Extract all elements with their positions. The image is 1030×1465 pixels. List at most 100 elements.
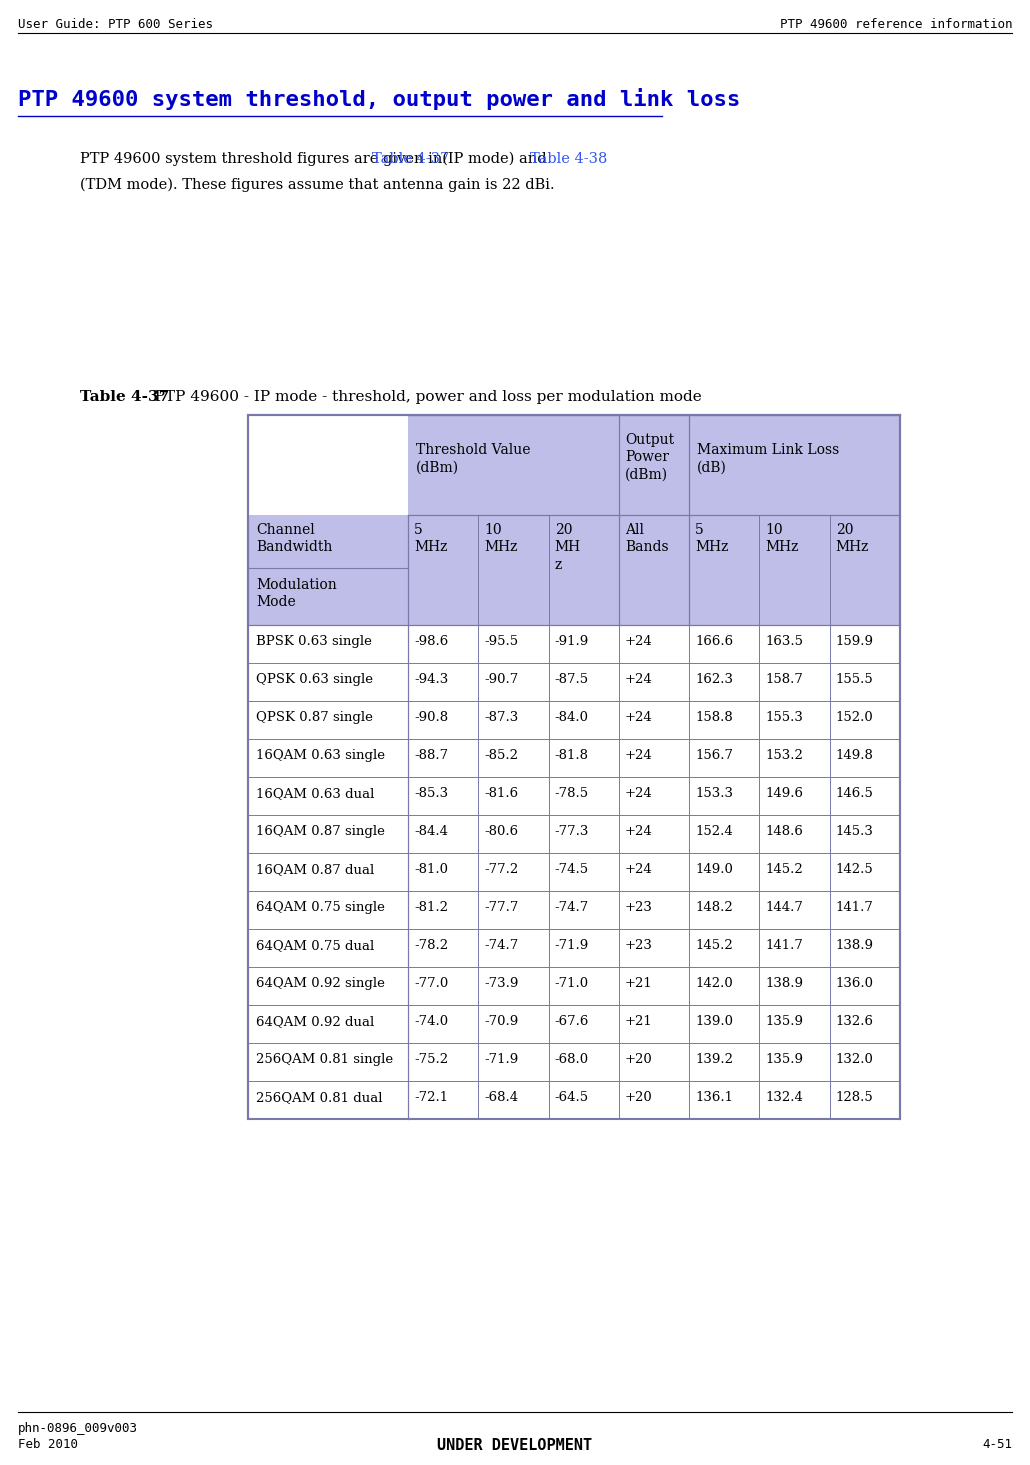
Bar [408,1005,478,1043]
Bar [759,626,830,664]
Text: -77.2: -77.2 [484,863,518,876]
Bar [759,1043,830,1081]
Text: -81.8: -81.8 [554,749,588,762]
Text: PTP 49600 - IP mode - threshold, power and loss per modulation mode: PTP 49600 - IP mode - threshold, power a… [145,390,701,404]
Text: -90.8: -90.8 [414,711,448,724]
Bar [408,891,478,929]
Text: 163.5: 163.5 [765,634,803,648]
Text: Maximum Link Loss
(dB): Maximum Link Loss (dB) [697,442,839,475]
Text: BPSK 0.63 single: BPSK 0.63 single [256,634,372,648]
Text: UNDER DEVELOPMENT: UNDER DEVELOPMENT [438,1439,592,1453]
Text: 5
MHz: 5 MHz [414,523,447,554]
Bar [619,1005,689,1043]
Bar [759,700,830,738]
Bar [408,626,478,664]
Bar [830,1005,900,1043]
Bar [478,700,549,738]
Text: 155.3: 155.3 [765,711,803,724]
Bar [478,664,549,700]
Text: +24: +24 [625,634,653,648]
Bar [619,664,689,700]
Bar [619,516,689,626]
Text: 64QAM 0.92 dual: 64QAM 0.92 dual [256,1015,374,1028]
Text: QPSK 0.63 single: QPSK 0.63 single [256,672,373,686]
Text: 148.6: 148.6 [765,825,803,838]
Text: -84.0: -84.0 [554,711,588,724]
Text: 136.0: 136.0 [835,977,873,990]
Bar [830,929,900,967]
Text: All
Bands: All Bands [625,523,668,554]
Text: 139.2: 139.2 [695,1053,733,1067]
Bar [549,929,619,967]
Text: 152.0: 152.0 [835,711,873,724]
Bar [830,853,900,891]
Bar [248,664,408,700]
Bar [549,664,619,700]
Bar [619,738,689,776]
Text: -81.0: -81.0 [414,863,448,876]
Text: +24: +24 [625,749,653,762]
Bar [248,1081,408,1119]
Text: 16QAM 0.87 dual: 16QAM 0.87 dual [256,863,374,876]
Text: 149.8: 149.8 [835,749,873,762]
Text: Table 4-37: Table 4-37 [80,390,169,404]
Text: PTP 49600 system threshold, output power and link loss: PTP 49600 system threshold, output power… [18,88,741,110]
Text: (TDM mode). These figures assume that antenna gain is 22 dBi.: (TDM mode). These figures assume that an… [80,179,554,192]
Text: -87.3: -87.3 [484,711,518,724]
Bar [478,1005,549,1043]
Text: -98.6: -98.6 [414,634,448,648]
Text: 64QAM 0.75 dual: 64QAM 0.75 dual [256,939,374,952]
Text: 132.4: 132.4 [765,1091,803,1105]
Bar [689,929,759,967]
Text: 136.1: 136.1 [695,1091,733,1105]
Text: -85.2: -85.2 [484,749,518,762]
Text: 142.5: 142.5 [835,863,873,876]
Text: -70.9: -70.9 [484,1015,518,1028]
Bar [549,967,619,1005]
Text: -81.6: -81.6 [484,787,518,800]
Text: -71.9: -71.9 [554,939,589,952]
Bar [689,815,759,853]
Bar [549,1043,619,1081]
Bar [689,967,759,1005]
Text: 10
MHz: 10 MHz [765,523,799,554]
Text: PTP 49600 system threshold figures are given in: PTP 49600 system threshold figures are g… [80,152,447,166]
Bar [759,967,830,1005]
Bar [478,776,549,815]
Text: 16QAM 0.87 single: 16QAM 0.87 single [256,825,385,838]
Bar [549,516,619,626]
Text: 141.7: 141.7 [835,901,873,914]
Text: -77.0: -77.0 [414,977,448,990]
Bar [830,1081,900,1119]
Text: +24: +24 [625,672,653,686]
Bar [759,929,830,967]
Bar [549,738,619,776]
Bar [478,853,549,891]
Bar [619,415,689,516]
Bar [689,664,759,700]
Text: 20
MHz: 20 MHz [835,523,869,554]
Bar [689,853,759,891]
Bar [408,700,478,738]
Bar [549,626,619,664]
Text: -71.0: -71.0 [554,977,589,990]
Text: 145.2: 145.2 [695,939,733,952]
Bar [408,415,619,516]
Bar [759,1081,830,1119]
Text: 135.9: 135.9 [765,1053,803,1067]
Text: -90.7: -90.7 [484,672,518,686]
Bar [478,626,549,664]
Text: +21: +21 [625,977,653,990]
Bar [689,516,759,626]
Bar [759,738,830,776]
Bar [689,776,759,815]
Bar [689,1081,759,1119]
Bar [248,891,408,929]
Text: 20
MH
z: 20 MH z [554,523,581,571]
Text: -95.5: -95.5 [484,634,518,648]
Text: 148.2: 148.2 [695,901,733,914]
Bar [408,853,478,891]
Text: 159.9: 159.9 [835,634,873,648]
Bar [408,967,478,1005]
Text: -74.7: -74.7 [484,939,518,952]
